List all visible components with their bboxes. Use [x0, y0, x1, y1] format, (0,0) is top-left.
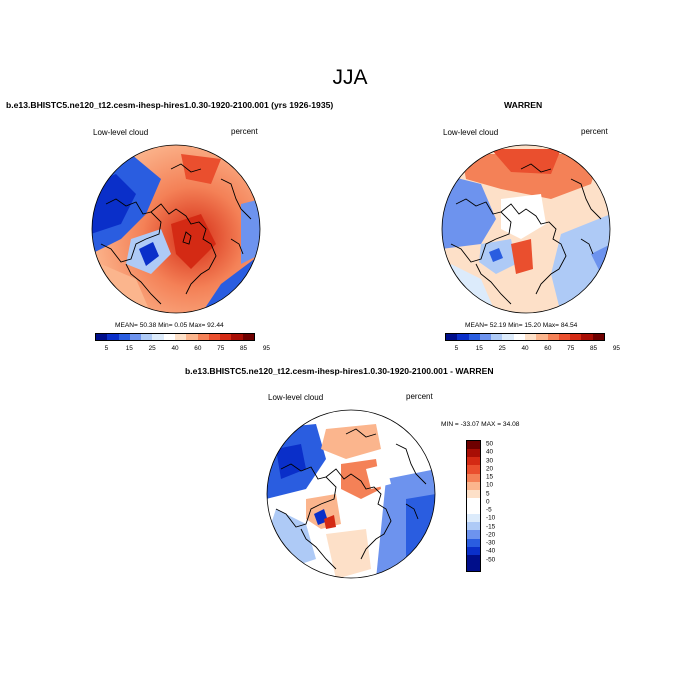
colorbar-swatch [446, 334, 458, 340]
colorbar-swatch [558, 334, 571, 340]
model-stats: MEAN= 50.38 Min= 0.05 Max= 92.44 [115, 322, 224, 329]
colorbar-tick-label: 10 [486, 481, 494, 489]
model-polar-map [91, 144, 261, 314]
colorbar-tick-label: 5 [104, 345, 109, 352]
colorbar-tick-label: 60 [544, 345, 552, 352]
colorbar-swatch [129, 334, 142, 340]
colorbar-tick-label: 40 [486, 448, 494, 456]
obs-units-label: percent [581, 127, 608, 136]
colorbar-swatch [197, 334, 209, 340]
colorbar-tick-label: 15 [475, 345, 483, 352]
obs-panel-title: WARREN [504, 100, 543, 110]
colorbar-swatch [581, 334, 593, 340]
colorbar-swatch [467, 546, 480, 555]
colorbar-swatch [96, 334, 108, 340]
diff-colorbar-labels: 50 40 30 20 15 10 5 0 -5 -10 -15 -20 -30 -40 -50 [486, 440, 516, 572]
colorbar-swatch [457, 334, 469, 340]
figure-title: JJA [332, 66, 368, 89]
colorbar-tick-label: 95 [262, 345, 270, 352]
colorbar-swatch [467, 554, 480, 563]
colorbar-tick-label: -20 [486, 531, 496, 539]
colorbar-swatch [467, 506, 480, 515]
diff-stats: MIN = -33.07 MAX = 34.08 [441, 421, 520, 428]
colorbar-swatch [570, 334, 582, 340]
colorbar-tick-label: 20 [486, 465, 494, 473]
colorbar-tick-label: 85 [240, 345, 248, 352]
colorbar-tick-label: 30 [486, 457, 494, 465]
colorbar-swatch [513, 334, 525, 340]
colorbar-tick-label: -10 [486, 514, 496, 522]
colorbar-swatch [467, 473, 480, 482]
colorbar-swatch [220, 334, 232, 340]
colorbar-tick-label: 0 [486, 498, 490, 506]
model-coastlines [100, 163, 252, 305]
colorbar-swatch [547, 334, 559, 340]
model-colorbar [95, 333, 255, 341]
colorbar-tick-label: 95 [612, 345, 620, 352]
colorbar-tick-label: 25 [498, 345, 506, 352]
colorbar-tick-label: -50 [486, 556, 496, 564]
colorbar-swatch [118, 334, 130, 340]
colorbar-swatch [163, 334, 175, 340]
colorbar-tick-label: -5 [486, 506, 492, 514]
colorbar-tick-label: 85 [590, 345, 598, 352]
colorbar-tick-label: 50 [486, 440, 494, 448]
model-variable-label: Low-level cloud [93, 128, 149, 137]
colorbar-tick-label: -15 [486, 523, 496, 531]
colorbar-swatch [467, 530, 480, 539]
diff-variable-label: Low-level cloud [268, 393, 324, 402]
colorbar-tick-label: 40 [521, 345, 529, 352]
obs-stats: MEAN= 52.19 Min= 15.20 Max= 84.54 [465, 322, 578, 329]
colorbar-swatch [467, 449, 480, 458]
colorbar-swatch [141, 334, 153, 340]
colorbar-tick-label: 40 [171, 345, 179, 352]
colorbar-swatch [242, 334, 254, 340]
obs-variable-label: Low-level cloud [443, 128, 499, 137]
diff-coastlines [275, 428, 427, 570]
obs-polar-map [441, 144, 611, 314]
model-panel-title: b.e13.BHISTC5.ne120_t12.cesm-ihesp-hires… [6, 100, 334, 110]
colorbar-swatch [467, 457, 480, 466]
colorbar-swatch [467, 522, 480, 531]
colorbar-swatch [502, 334, 514, 340]
colorbar-swatch [467, 562, 480, 571]
colorbar-tick-label: 15 [125, 345, 133, 352]
colorbar-swatch [208, 334, 221, 340]
colorbar-swatch [467, 489, 480, 498]
colorbar-swatch [479, 334, 492, 340]
colorbar-tick-label: 25 [148, 345, 156, 352]
colorbar-swatch [468, 334, 480, 340]
colorbar-swatch [467, 514, 480, 523]
diff-panel-title: b.e13.BHISTC5.ne120_t12.cesm-ihesp-hires… [185, 366, 494, 376]
diff-units-label: percent [406, 392, 433, 401]
model-units-label: percent [231, 127, 258, 136]
colorbar-tick-label: 75 [567, 345, 575, 352]
diff-polar-map [266, 409, 436, 579]
colorbar-swatch [467, 465, 480, 474]
colorbar-tick-label: 5 [486, 490, 490, 498]
colorbar-tick-label: 75 [217, 345, 225, 352]
colorbar-tick-label: 5 [454, 345, 459, 352]
colorbar-swatch [174, 334, 187, 340]
colorbar-swatch [467, 441, 480, 450]
colorbar-swatch [467, 538, 480, 547]
colorbar-swatch [524, 334, 537, 340]
colorbar-tick-label: 15 [486, 473, 494, 481]
colorbar-swatch [592, 334, 604, 340]
diff-colorbar [466, 440, 481, 572]
obs-colorbar [445, 333, 605, 341]
colorbar-tick-label: 60 [194, 345, 202, 352]
colorbar-tick-label: -40 [486, 547, 496, 555]
colorbar-swatch [186, 334, 198, 340]
colorbar-swatch [152, 334, 164, 340]
colorbar-swatch [467, 497, 480, 506]
colorbar-swatch [107, 334, 119, 340]
colorbar-swatch [491, 334, 503, 340]
obs-coastlines [450, 163, 602, 305]
colorbar-swatch [467, 481, 480, 490]
colorbar-swatch [231, 334, 243, 340]
colorbar-swatch [536, 334, 548, 340]
colorbar-tick-label: -30 [486, 539, 496, 547]
